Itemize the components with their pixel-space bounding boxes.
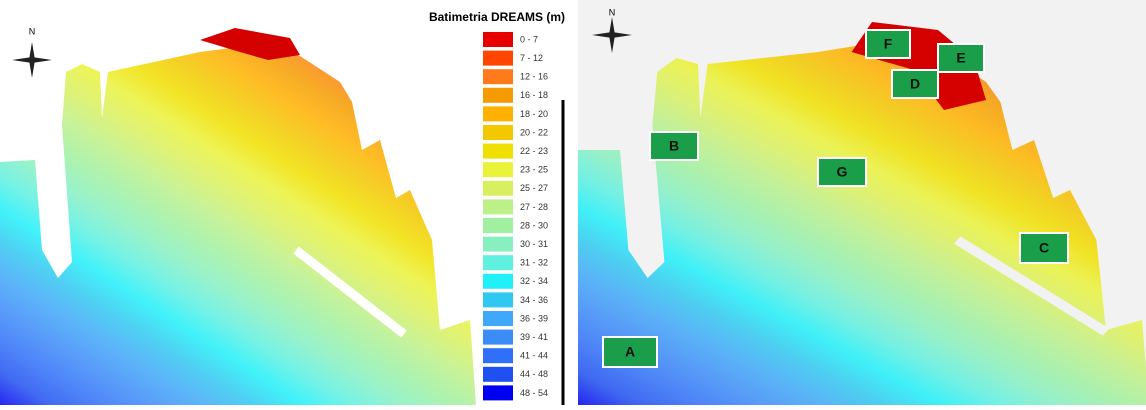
legend-swatch <box>483 274 513 289</box>
legend-swatch <box>483 199 513 214</box>
legend-swatch <box>483 385 513 400</box>
legend-swatch <box>483 255 513 270</box>
north-label: N <box>609 7 616 17</box>
legend-swatch <box>483 237 513 252</box>
legend-swatch <box>483 125 513 140</box>
site-label: D <box>892 70 938 98</box>
legend-swatch <box>483 106 513 121</box>
scene: N N Batimetria DREAMS (m) 0 - 7 7 - 12 12 … <box>0 0 1146 405</box>
legend-swatch <box>483 348 513 363</box>
legend-label: 22 - 23 <box>520 146 548 156</box>
legend-label: 34 - 36 <box>520 295 548 305</box>
legend-label: 12 - 16 <box>520 72 548 82</box>
left-map <box>0 28 476 405</box>
legend-label: 27 - 28 <box>520 202 548 212</box>
label: B <box>669 138 679 154</box>
legend-swatch <box>483 88 513 103</box>
legend-label: 0 - 7 <box>520 34 538 44</box>
site-label: B <box>650 132 698 160</box>
label: E <box>956 50 965 66</box>
site-label: A <box>603 337 657 367</box>
legend-swatch <box>483 162 513 177</box>
legend-swatch <box>483 181 513 196</box>
legend-label: 44 - 48 <box>520 369 548 379</box>
legend-label: 23 - 25 <box>520 165 548 175</box>
label: G <box>837 164 848 180</box>
legend-label: 32 - 34 <box>520 276 548 286</box>
north-label: N <box>29 26 36 36</box>
legend-label: 16 - 18 <box>520 90 548 100</box>
legend-swatch <box>483 144 513 159</box>
legend-label: 25 - 27 <box>520 183 548 193</box>
label: A <box>625 344 635 360</box>
legend: 0 - 7 7 - 12 12 - 16 16 - 18 18 - 20 20 - 22 2… <box>483 32 548 400</box>
legend-label: 7 - 12 <box>520 53 543 63</box>
legend-swatch <box>483 69 513 84</box>
site-label: C <box>1020 233 1068 263</box>
legend-swatch <box>483 218 513 233</box>
site-label: E <box>938 44 984 72</box>
legend-label: 41 - 44 <box>520 351 548 361</box>
site-label: G <box>818 158 866 186</box>
label: F <box>884 36 893 52</box>
legend-swatch <box>483 311 513 326</box>
legend-title: Batimetria DREAMS (m) <box>429 10 565 24</box>
legend-swatch <box>483 292 513 307</box>
legend-label: 28 - 30 <box>520 220 548 230</box>
legend-label: 20 - 22 <box>520 127 548 137</box>
legend-label: 31 - 32 <box>520 258 548 268</box>
legend-label: 36 - 39 <box>520 313 548 323</box>
legend-swatch <box>483 51 513 66</box>
label: C <box>1039 240 1049 256</box>
legend-swatch <box>483 367 513 382</box>
seabed <box>0 44 476 405</box>
legend-label: 18 - 20 <box>520 109 548 119</box>
compass: N <box>12 26 52 78</box>
label: D <box>910 76 920 92</box>
legend-label: 30 - 31 <box>520 239 548 249</box>
legend-swatch <box>483 32 513 47</box>
legend-label: 39 - 41 <box>520 332 548 342</box>
legend-label: 48 - 54 <box>520 388 548 398</box>
site-label: F <box>866 30 910 58</box>
legend-swatch <box>483 330 513 345</box>
